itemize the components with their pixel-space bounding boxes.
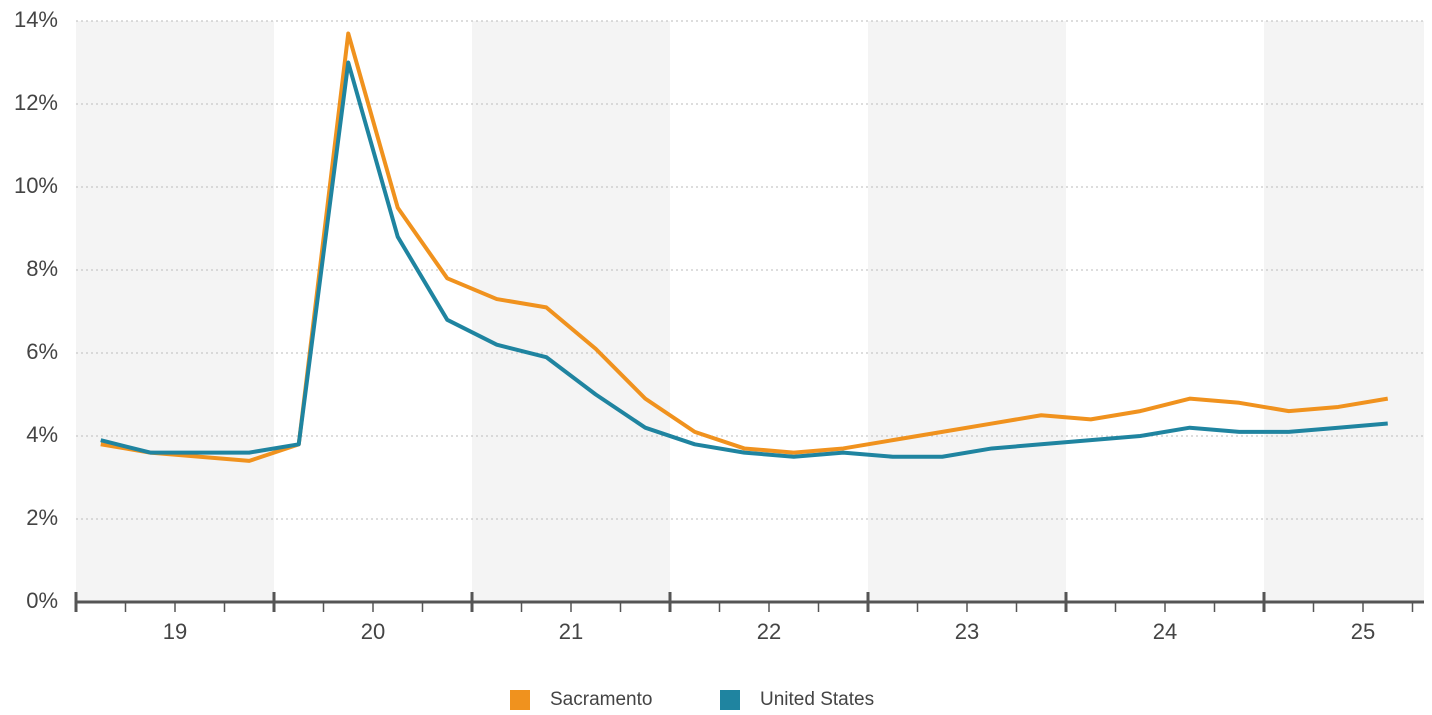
- legend-swatch: [510, 690, 530, 710]
- y-tick-label: 0%: [26, 588, 58, 613]
- y-tick-label: 8%: [26, 256, 58, 281]
- band: [76, 21, 274, 602]
- y-tick-label: 6%: [26, 339, 58, 364]
- y-tick-label: 4%: [26, 422, 58, 447]
- legend-swatch: [720, 690, 740, 710]
- x-tick-label: 22: [757, 619, 781, 644]
- x-tick-label: 25: [1351, 619, 1375, 644]
- y-tick-label: 12%: [14, 90, 58, 115]
- x-tick-label: 19: [163, 619, 187, 644]
- x-tick-label: 20: [361, 619, 385, 644]
- x-tick-label: 23: [955, 619, 979, 644]
- legend-label: Sacramento: [550, 689, 652, 710]
- legend-label: United States: [760, 689, 874, 710]
- x-tick-label: 24: [1153, 619, 1177, 644]
- band: [1264, 21, 1424, 602]
- y-tick-label: 2%: [26, 505, 58, 530]
- y-tick-label: 10%: [14, 173, 58, 198]
- series-line: [100, 60, 1388, 459]
- x-tick-label: 21: [559, 619, 583, 644]
- series-line: [100, 31, 1389, 463]
- y-tick-label: 14%: [14, 7, 58, 32]
- band: [868, 21, 1066, 602]
- band: [472, 21, 670, 602]
